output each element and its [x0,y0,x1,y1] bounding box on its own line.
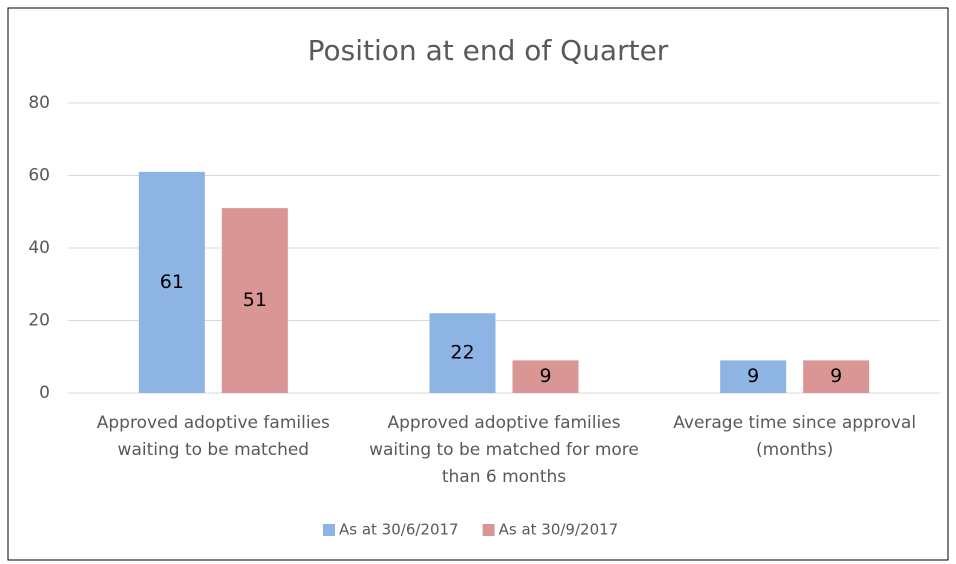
data-label: 9 [747,365,759,387]
data-label: 22 [450,342,474,364]
legend-label: As at 30/9/2017 [499,521,619,539]
y-tick-label: 20 [28,311,50,331]
y-tick-label: 40 [28,238,50,258]
bar [138,171,205,393]
bar [221,208,288,393]
bar [720,360,787,393]
bar [512,360,579,393]
data-label: 61 [160,271,184,293]
y-tick-label: 0 [39,383,50,403]
data-label: 9 [539,365,551,387]
legend-swatch [482,524,495,536]
bar [803,360,870,393]
data-label: 9 [830,365,842,387]
y-tick-label: 80 [28,93,50,113]
legend-swatch [323,524,335,536]
data-label: 51 [243,289,267,311]
x-tick-label: Approved adoptive families waiting to be… [369,413,639,487]
chart-title: Position at end of Quarter [308,34,669,67]
x-tick-label: Average time since approval (months) [673,413,917,460]
y-tick-label: 60 [28,166,50,186]
x-tick-label: Approved adoptive families waiting to be… [96,413,330,460]
legend-label: As at 30/6/2017 [339,521,459,539]
bar [429,313,496,393]
